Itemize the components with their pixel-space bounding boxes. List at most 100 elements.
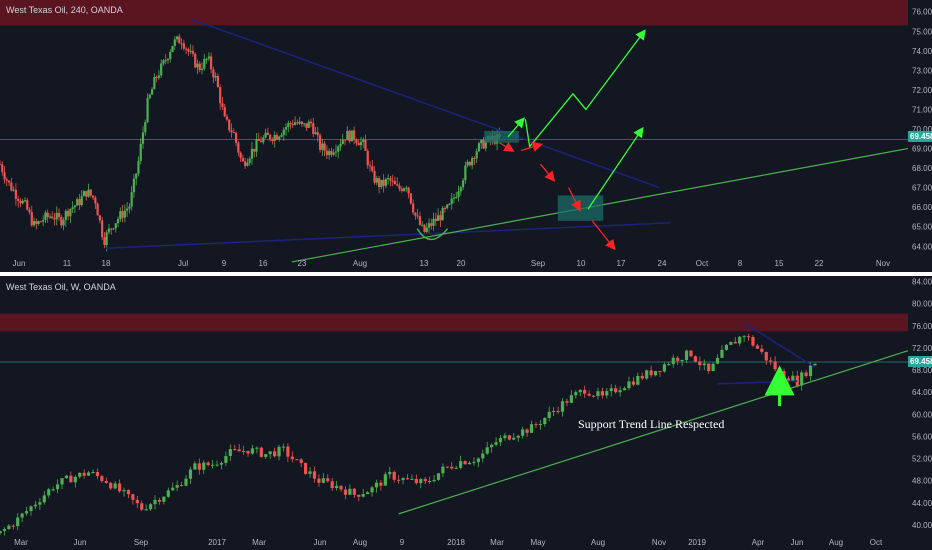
candle-body xyxy=(432,479,436,482)
candle-body xyxy=(574,392,578,396)
candle-body xyxy=(437,215,440,221)
candle-body xyxy=(280,135,283,137)
candle-body xyxy=(223,106,226,117)
candle-body xyxy=(475,151,478,159)
candle-body xyxy=(135,173,138,179)
candle-body xyxy=(742,336,746,338)
candle-body xyxy=(46,212,49,217)
candle-body xyxy=(640,375,644,379)
candle-body xyxy=(171,45,174,53)
candle-body xyxy=(405,187,408,189)
y-tick-label: 84.000 xyxy=(912,278,932,287)
svg-text:69.458: 69.458 xyxy=(910,132,932,141)
candle-body xyxy=(282,129,285,136)
candle-body xyxy=(137,160,140,174)
x-tick-label: 22 xyxy=(815,259,824,268)
candle-body xyxy=(534,424,538,426)
candle-body xyxy=(91,195,95,198)
projection-arrow-down xyxy=(499,142,515,152)
candle-body xyxy=(538,424,542,426)
candle-body xyxy=(28,209,31,213)
candle-body xyxy=(10,182,13,191)
candle-body xyxy=(259,140,263,143)
candle-body xyxy=(228,119,231,131)
x-tick-label: Mar xyxy=(252,538,266,547)
candle-body xyxy=(379,482,383,486)
x-tick-label: 24 xyxy=(658,259,667,268)
candle-body xyxy=(387,178,390,180)
x-tick-label: 15 xyxy=(775,259,784,268)
candle-body xyxy=(188,469,193,479)
candle-body xyxy=(459,461,463,468)
candle-body xyxy=(373,170,376,183)
candle-body xyxy=(123,210,126,218)
candle-body xyxy=(405,478,410,480)
candle-body xyxy=(26,200,29,210)
candle-body xyxy=(203,58,206,69)
candle-body xyxy=(430,223,433,226)
candle-body xyxy=(341,139,344,144)
candle-body xyxy=(239,152,242,158)
candle-body xyxy=(164,60,167,62)
candle-body xyxy=(153,76,156,90)
candle-body xyxy=(410,478,414,480)
candle-body xyxy=(813,363,817,366)
candle-body xyxy=(23,200,27,202)
x-tick-label: 16 xyxy=(259,259,268,268)
x-tick-label: Mar xyxy=(14,538,28,547)
candle-body xyxy=(578,389,582,393)
candle-body xyxy=(197,463,201,470)
y-tick-label: 80.000 xyxy=(912,300,932,309)
candle-body xyxy=(364,139,367,151)
candle-body xyxy=(148,504,153,510)
projection-arrow-up xyxy=(587,126,644,210)
candle-body xyxy=(255,447,259,449)
candle-body xyxy=(317,478,321,483)
candle-body xyxy=(312,471,317,479)
chart-panel-weekly[interactable]: 40.000 44.000 48.000 52.000 56.000 60.000 64.0… xyxy=(0,276,932,550)
current-price-badge: 69.458 xyxy=(908,356,932,367)
candle-body xyxy=(284,127,288,130)
candle-body xyxy=(126,490,131,495)
candle-body xyxy=(389,178,392,181)
candle-body xyxy=(552,411,556,413)
candle-body xyxy=(113,483,117,489)
candle-body xyxy=(82,191,86,197)
candle-body xyxy=(662,364,666,372)
candle-body xyxy=(457,191,460,197)
candle-body xyxy=(337,146,340,152)
candle-body xyxy=(0,530,2,534)
y-tick-label: 65.000 xyxy=(912,223,932,232)
candle-body xyxy=(702,363,706,366)
candle-body xyxy=(296,122,299,124)
candle-body xyxy=(53,218,56,220)
candle-body xyxy=(266,132,269,135)
x-tick-label: Oct xyxy=(696,259,709,268)
candle-body xyxy=(42,495,46,503)
candle-body xyxy=(144,122,147,133)
x-tick-label: Aug xyxy=(829,538,843,547)
x-tick-label: Mar xyxy=(490,538,504,547)
chart-panel-4h[interactable]: 64.000 65.000 66.000 67.000 68.000 69.000 70.0… xyxy=(0,0,932,272)
candle-body xyxy=(294,122,297,125)
candle-body xyxy=(7,525,11,530)
y-tick-label: 40.000 xyxy=(912,521,932,530)
candle-body xyxy=(87,189,90,197)
candle-body xyxy=(377,178,381,188)
candle-body xyxy=(219,462,224,465)
x-tick-label: 2017 xyxy=(208,538,226,547)
candle-body xyxy=(14,189,17,199)
candle-body xyxy=(396,184,399,186)
candle-body xyxy=(434,218,437,221)
highlight-box xyxy=(557,195,604,221)
candle-body xyxy=(339,143,342,147)
candle-body xyxy=(290,456,294,460)
y-tick-label: 48.000 xyxy=(912,477,932,486)
x-tick-label: Sep xyxy=(531,259,546,268)
candle-body xyxy=(175,485,179,488)
bottom-curve-marker xyxy=(416,228,449,241)
candle-body xyxy=(791,375,795,382)
candle-body xyxy=(498,438,503,443)
candle-body xyxy=(693,356,697,362)
candle-body xyxy=(454,467,458,469)
